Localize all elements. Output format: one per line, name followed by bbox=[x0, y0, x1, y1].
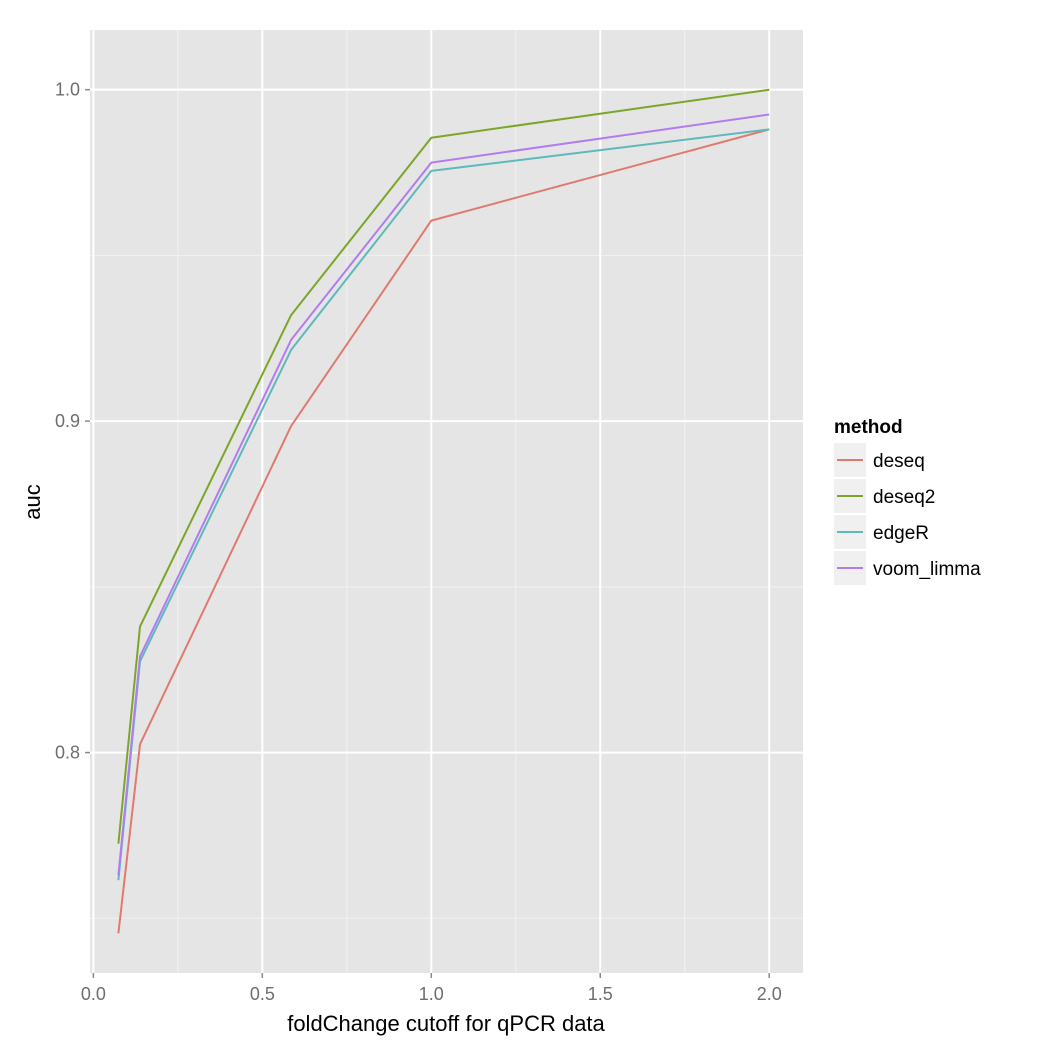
legend-label-deseq: deseq bbox=[873, 451, 925, 472]
y-tick-label: 0.8 bbox=[55, 743, 80, 763]
minor-gridlines bbox=[90, 30, 803, 973]
series-line-deseq bbox=[117, 128, 770, 934]
y-tick-label: 1.0 bbox=[55, 80, 80, 100]
y-tick-label: 0.9 bbox=[55, 411, 80, 431]
legend-label-edgeR: edgeR bbox=[873, 523, 929, 544]
x-tick-label: 1.0 bbox=[419, 984, 444, 1004]
x-tick-label: 0.0 bbox=[81, 984, 106, 1004]
y-tick-labels: 0.8 0.9 1.0 bbox=[55, 80, 80, 763]
series-line-deseq2 bbox=[117, 88, 770, 844]
major-gridlines bbox=[90, 30, 803, 973]
legend-items: deseq deseq2 edgeR voom_limma bbox=[834, 443, 981, 585]
x-tick-label: 0.5 bbox=[250, 984, 275, 1004]
x-tick-label: 2.0 bbox=[757, 984, 782, 1004]
x-tick-labels: 0.0 0.5 1.0 1.5 2.0 bbox=[81, 984, 782, 1004]
series-lines bbox=[117, 88, 770, 934]
legend-label-voom-limma: voom_limma bbox=[873, 559, 981, 580]
series-line-voom-limma bbox=[117, 113, 770, 876]
legend: method deseq deseq2 edgeR voom_limma bbox=[834, 417, 981, 585]
legend-title: method bbox=[834, 417, 903, 438]
y-axis-title: auc bbox=[20, 484, 45, 519]
legend-label-deseq2: deseq2 bbox=[873, 487, 935, 508]
axis-ticks bbox=[85, 88, 770, 978]
x-tick-label: 1.5 bbox=[588, 984, 613, 1004]
x-axis-title: foldChange cutoff for qPCR data bbox=[287, 1011, 605, 1036]
plot-panel bbox=[90, 30, 803, 973]
